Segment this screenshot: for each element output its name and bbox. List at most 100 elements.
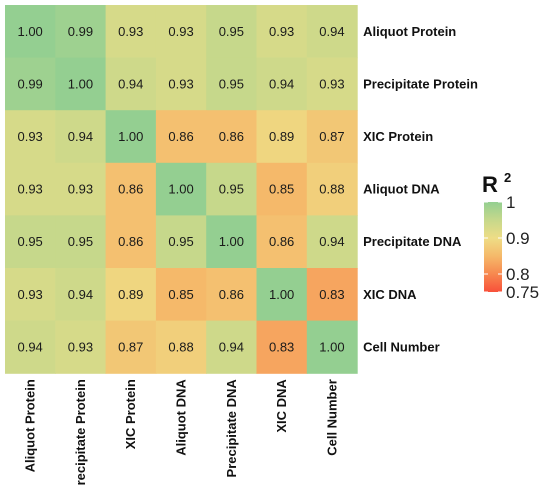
heatmap-cell [105,162,157,216]
cell-value-label: 0.94 [68,129,93,144]
cell-value-label: 0.93 [68,339,93,354]
row-label: Aliquot Protein [363,24,456,39]
heatmap-cell [155,5,207,59]
cell-value-label: 0.93 [168,24,193,39]
cell-value-label: 1.00 [319,339,344,354]
cell-value-label: 0.95 [219,76,244,91]
cell-value-label: 0.93 [168,76,193,91]
heatmap-cell [155,57,207,111]
heatmap-cell [55,268,107,322]
heatmap-cell [105,57,157,111]
heatmap-cell [5,320,56,374]
heatmap-cell [55,162,107,216]
heatmap-cell [306,268,358,322]
heatmap-cell [206,57,258,111]
heatmap-cell [206,5,258,59]
cell-value-label: 0.88 [168,339,193,354]
cell-value-label: 0.93 [17,129,42,144]
heatmap-cell [105,215,157,269]
heatmap-cell [206,110,258,164]
heatmap-cell [306,5,358,59]
legend-tick-label: 1 [506,193,515,212]
heatmap-cell [306,162,358,216]
row-label: XIC DNA [363,287,417,302]
cell-value-label: 0.93 [118,24,143,39]
row-label: Aliquot DNA [363,182,440,197]
cell-value-label: 0.95 [219,182,244,197]
legend-tick-label: 0.9 [506,229,530,248]
cell-value-label: 0.85 [269,182,294,197]
heatmap-cell [5,268,56,322]
heatmap-cell [105,268,157,322]
heatmap-cell [155,268,207,322]
heatmap-cell [5,110,56,164]
cell-value-label: 1.00 [269,287,294,302]
column-label: Aliquot DNA [174,379,189,456]
heatmap-cell [256,5,308,59]
row-labels: Aliquot Protein Precipitate Protein XIC Pr… [363,24,478,355]
heatmap-cell [256,215,308,269]
row-label: Precipitate DNA [363,234,462,249]
cell-value-label: 1.00 [118,129,143,144]
heatmap-cell [155,110,207,164]
heatmap-cell [256,162,308,216]
heatmap-cell [155,320,207,374]
cell-value-label: 0.94 [219,339,244,354]
column-label: Cell Number [324,379,339,456]
cell-value-label: 0.88 [319,182,344,197]
heatmap-cell [306,215,358,269]
cell-value-label: 0.86 [269,234,294,249]
heatmap-cell [306,320,358,374]
row-label: Precipitate Protein [363,76,478,91]
heatmap-cell [55,110,107,164]
heatmap-cell [55,5,107,59]
column-label: Aliquot Protein [23,379,38,472]
cell-value-label: 0.87 [319,129,344,144]
cell-value-label: 0.94 [118,76,143,91]
legend-tick-label: 0.8 [506,265,530,284]
cell-value-label: 0.93 [269,24,294,39]
heatmap-cell [206,215,258,269]
color-legend: R 2 1 0.9 0.80.75 [482,170,539,302]
cell-value-label: 0.93 [319,76,344,91]
heatmap-cell [105,110,157,164]
cell-value-label: 1.00 [17,24,42,39]
legend-ticks: 1 0.9 0.80.75 [484,193,539,302]
heatmap-cell [256,110,308,164]
heatmap-cell [256,57,308,111]
cell-value-label: 0.86 [118,234,143,249]
cell-value-label: 0.93 [17,182,42,197]
cell-value-label: 0.94 [319,234,344,249]
heatmap-cell [55,57,107,111]
heatmap-cell [5,215,56,269]
cell-value-label: 0.85 [168,287,193,302]
heatmap-cell [206,268,258,322]
column-label: XIC Protein [123,379,138,449]
cell-value-label: 0.86 [118,182,143,197]
cell-value-label: 0.93 [17,287,42,302]
cell-value-label: 0.94 [68,287,93,302]
heatmap-cell [306,57,358,111]
cell-value-label: 0.86 [219,129,244,144]
legend-tick-label: 0.75 [506,283,539,302]
cell-value-label: 0.87 [118,339,143,354]
legend-title: R 2 [482,170,511,197]
heatmap-cell [206,162,258,216]
heatmap-cell [155,162,207,216]
cell-value-label: 0.95 [68,234,93,249]
heatmap-cell [5,5,56,59]
heatmap-cell [105,5,157,59]
heatmap-cell [5,57,56,111]
cell-value-label: 0.94 [269,76,294,91]
legend-colorbar [484,202,502,292]
heatmap-cell [5,162,56,216]
cell-value-label: 0.86 [219,287,244,302]
cell-value-label: 1.00 [68,76,93,91]
column-label: XIC DNA [274,379,289,433]
row-label: Cell Number [363,339,440,354]
heatmap-cell [55,215,107,269]
cell-value-label: 0.95 [219,24,244,39]
legend-title-superscript: 2 [504,170,511,185]
cell-value-label: 0.94 [17,339,42,354]
